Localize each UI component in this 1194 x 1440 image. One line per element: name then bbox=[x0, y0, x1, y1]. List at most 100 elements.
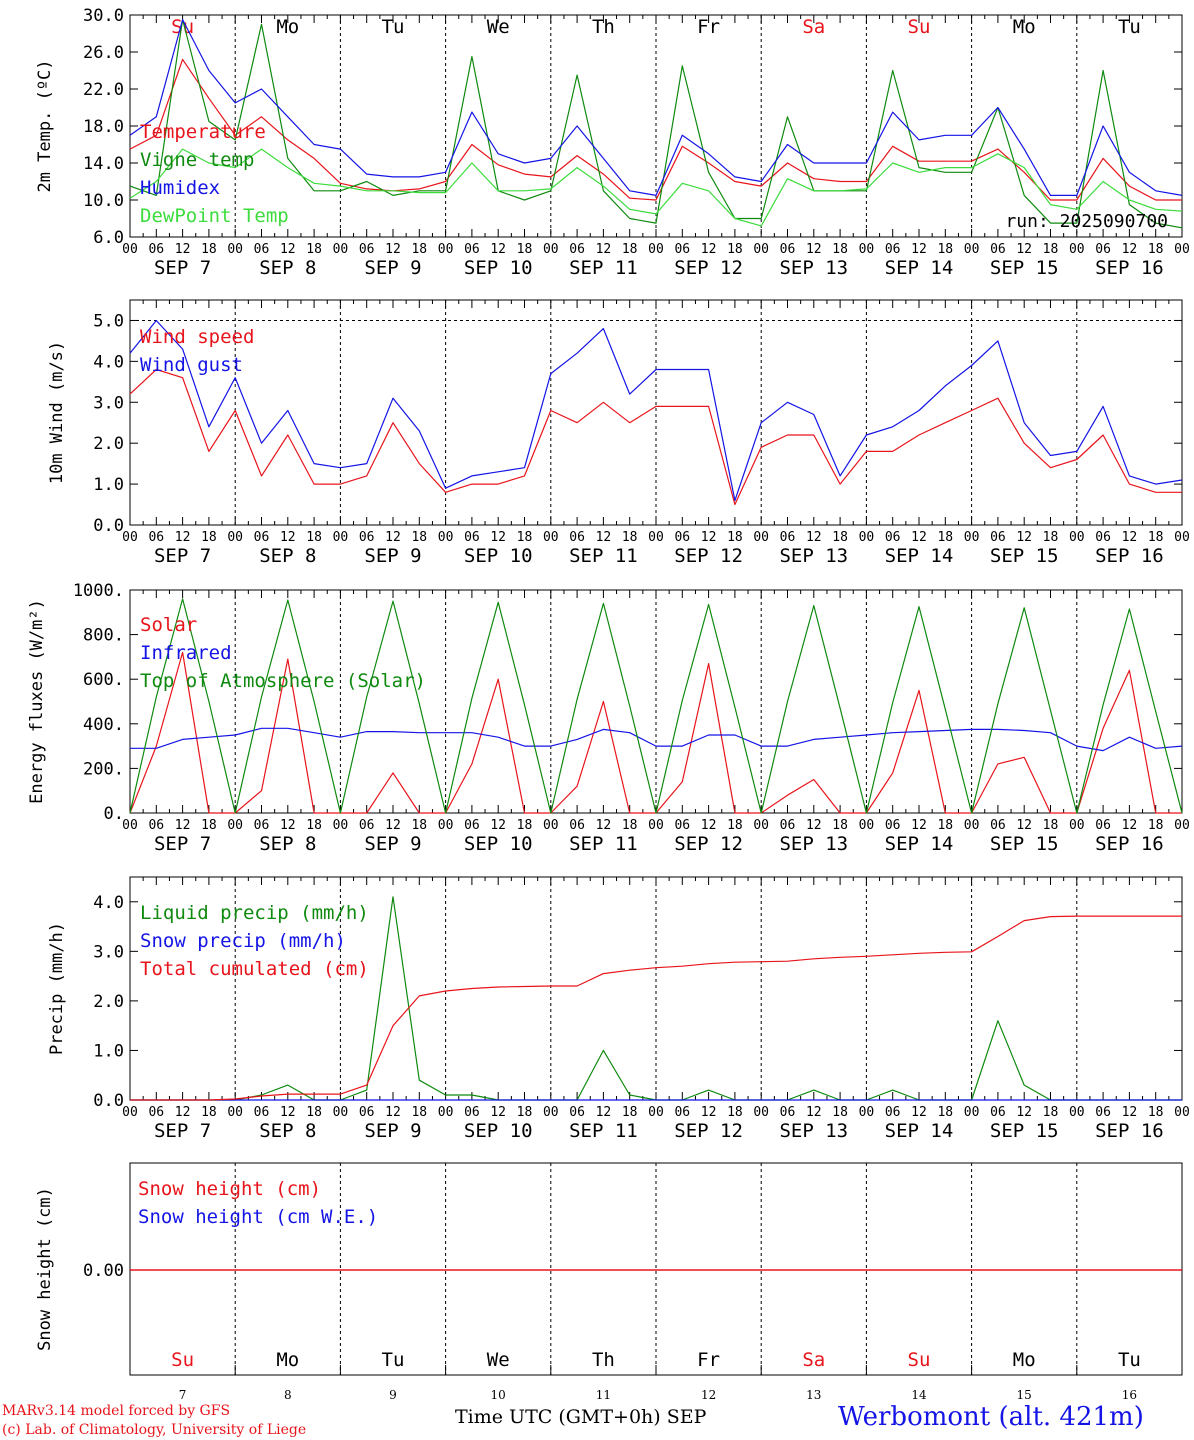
hour-tick-label: 06 bbox=[885, 530, 901, 545]
legend-entry: Temperature bbox=[140, 121, 266, 143]
date-label: SEP 10 bbox=[464, 833, 533, 855]
legend-entry: Snow height (cm) bbox=[138, 1178, 321, 1200]
legend-entry: Vigne temp bbox=[140, 149, 254, 171]
hour-tick-label: 06 bbox=[674, 818, 690, 833]
weekday-label: Su bbox=[908, 16, 931, 38]
hour-tick-label: 12 bbox=[1016, 818, 1032, 833]
hour-tick-label: 06 bbox=[885, 242, 901, 257]
series-line bbox=[129, 148, 1183, 227]
day-number-label: 11 bbox=[596, 1388, 611, 1402]
series-line bbox=[130, 727, 1183, 752]
legend-entry: Snow height (cm W.E.) bbox=[138, 1206, 378, 1228]
date-label: SEP 12 bbox=[674, 1120, 743, 1142]
hour-tick-label: 06 bbox=[780, 818, 796, 833]
legend-entry: Snow precip (mm/h) bbox=[140, 930, 346, 952]
hour-tick-label: 18 bbox=[622, 242, 638, 257]
hour-tick-label: 12 bbox=[701, 1105, 717, 1120]
hour-tick-label: 18 bbox=[727, 818, 743, 833]
weekday-label: Mo bbox=[276, 16, 299, 38]
panel-wind: 00 06 12 18 00 06 12 18 00 06 12 18 00 06 12 18 00 06 12 18… bbox=[47, 299, 1190, 567]
date-label: SEP 8 bbox=[259, 833, 316, 855]
date-label: SEP 7 bbox=[154, 833, 211, 855]
hour-tick-label: 18 bbox=[1043, 818, 1059, 833]
hour-tick-label: 00 bbox=[543, 530, 559, 545]
hour-tick-label: 06 bbox=[780, 242, 796, 257]
date-label: SEP 8 bbox=[259, 1120, 316, 1142]
hour-tick-label: 00 bbox=[543, 1105, 559, 1120]
hour-tick-label: 00 bbox=[227, 1105, 243, 1120]
hour-tick-label: 12 bbox=[280, 1105, 296, 1120]
plot-frame bbox=[129, 299, 1183, 526]
y-tick-label: 10.0 bbox=[83, 191, 124, 211]
date-label: SEP 16 bbox=[1095, 1120, 1164, 1142]
hour-tick-label: 18 bbox=[517, 530, 533, 545]
y-tick-label: 400. bbox=[83, 715, 124, 735]
y-tick-label: 1000. bbox=[73, 581, 124, 601]
hour-tick-label: 12 bbox=[175, 530, 191, 545]
hour-tick-label: 06 bbox=[780, 1105, 796, 1120]
hour-tick-label: 12 bbox=[175, 818, 191, 833]
hour-tick-label: 18 bbox=[517, 1105, 533, 1120]
hour-tick-label: 06 bbox=[674, 530, 690, 545]
hour-tick-label: 12 bbox=[701, 818, 717, 833]
hour-tick-label: 06 bbox=[254, 530, 270, 545]
y-tick-label: 30.0 bbox=[83, 6, 124, 26]
hour-tick-label: 12 bbox=[280, 818, 296, 833]
hour-tick-label: 06 bbox=[254, 1105, 270, 1120]
y-tick-label: 0.0 bbox=[93, 1091, 124, 1111]
hour-tick-label: 06 bbox=[464, 530, 480, 545]
hour-tick-label: 18 bbox=[622, 1105, 638, 1120]
hour-tick-label: 00 bbox=[648, 818, 664, 833]
date-label: SEP 10 bbox=[464, 1120, 533, 1142]
hour-tick-label: 06 bbox=[990, 242, 1006, 257]
y-tick-label: 2.0 bbox=[93, 434, 124, 454]
hour-tick-label: 18 bbox=[1148, 818, 1164, 833]
hour-tick-label: 00 bbox=[122, 242, 138, 257]
y-tick-label: 2.0 bbox=[93, 992, 124, 1012]
lab-credit: (c) Lab. of Climatology, University of L… bbox=[2, 1422, 307, 1438]
plot-frame bbox=[129, 589, 1183, 814]
hour-tick-label: 06 bbox=[254, 818, 270, 833]
hour-tick-label: 06 bbox=[569, 530, 585, 545]
day-number-label: 15 bbox=[1017, 1388, 1032, 1402]
date-label: SEP 14 bbox=[885, 257, 954, 279]
hour-tick-label: 00 bbox=[438, 818, 454, 833]
hour-tick-label: 18 bbox=[1043, 242, 1059, 257]
hour-tick-label: 06 bbox=[674, 1105, 690, 1120]
date-label: SEP 9 bbox=[364, 257, 421, 279]
hour-tick-label: 06 bbox=[148, 242, 164, 257]
hour-tick-label: 06 bbox=[254, 242, 270, 257]
legend-entry: Liquid precip (mm/h) bbox=[140, 902, 369, 924]
hour-tick-label: 06 bbox=[148, 1105, 164, 1120]
weekday-label: Mo bbox=[276, 1349, 299, 1371]
hour-tick-label: 00 bbox=[122, 530, 138, 545]
series-line bbox=[129, 368, 1182, 506]
y-tick-label: 800. bbox=[83, 626, 124, 646]
hour-tick-label: 12 bbox=[806, 1105, 822, 1120]
hour-tick-label: 12 bbox=[596, 1105, 612, 1120]
y-tick-label: 4.0 bbox=[93, 352, 124, 372]
series-line bbox=[129, 319, 1183, 502]
hour-tick-label: 00 bbox=[964, 242, 980, 257]
hour-tick-label: 00 bbox=[1069, 242, 1085, 257]
hour-tick-label: 00 bbox=[964, 530, 980, 545]
hour-tick-label: 06 bbox=[359, 1105, 375, 1120]
series-line bbox=[129, 598, 1183, 814]
hour-tick-label: 00 bbox=[438, 242, 454, 257]
hour-tick-label: 18 bbox=[937, 818, 953, 833]
y-tick-label: 1.0 bbox=[93, 1041, 124, 1061]
station-name: Werbomont (alt. 421m) bbox=[838, 1402, 1144, 1432]
y-tick-label: 26.0 bbox=[83, 43, 124, 63]
date-label: SEP 11 bbox=[569, 833, 638, 855]
y-tick-label: 4.0 bbox=[93, 893, 124, 913]
y-tick-label: 200. bbox=[83, 759, 124, 779]
y-tick-label: 14.0 bbox=[83, 154, 124, 174]
hour-tick-label: 06 bbox=[569, 242, 585, 257]
hour-tick-label: 00 bbox=[1174, 1105, 1190, 1120]
hour-tick-label: 12 bbox=[385, 818, 401, 833]
date-label: SEP 13 bbox=[779, 833, 848, 855]
hour-tick-label: 00 bbox=[543, 242, 559, 257]
date-label: SEP 13 bbox=[779, 1120, 848, 1142]
hour-tick-label: 06 bbox=[990, 530, 1006, 545]
